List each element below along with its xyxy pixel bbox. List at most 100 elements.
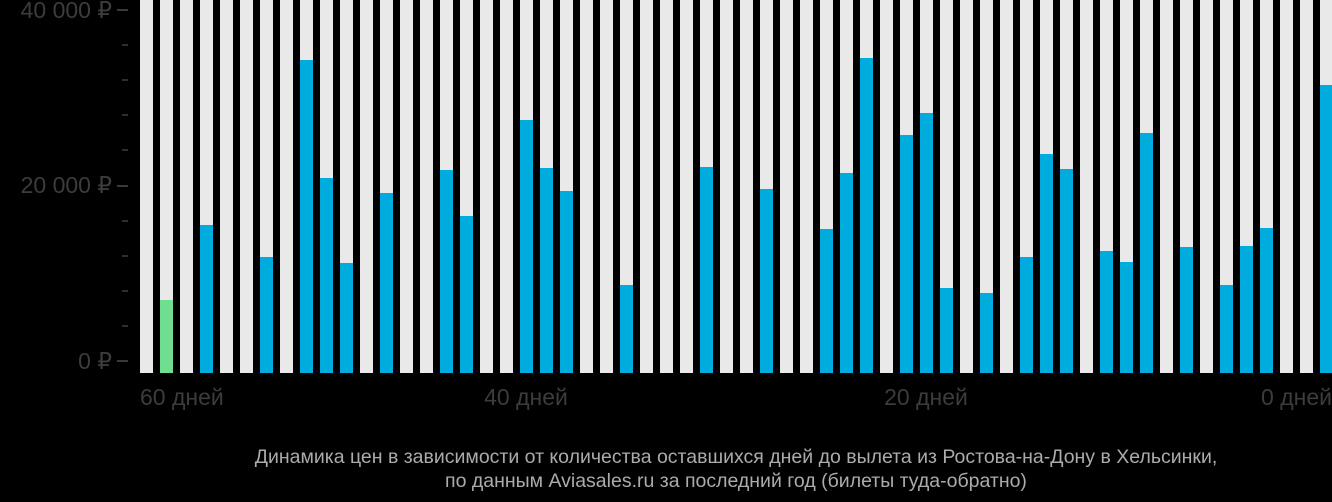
bar-slot [1120, 0, 1133, 373]
bar-slot [840, 0, 853, 373]
price-bar[interactable] [760, 189, 773, 373]
x-tick-label-0: 0 дней [1261, 384, 1332, 410]
price-bar[interactable] [560, 190, 573, 373]
price-bar[interactable] [940, 288, 953, 373]
bar-slot [980, 0, 993, 373]
bar-slot [680, 0, 693, 373]
bar-slot [560, 0, 573, 373]
bar-slot [1080, 0, 1093, 373]
price-bar-min[interactable] [160, 300, 173, 373]
price-bar[interactable] [520, 120, 533, 373]
bar-slot [800, 0, 813, 373]
price-bar[interactable] [340, 263, 353, 373]
price-bar[interactable] [320, 178, 333, 373]
price-bar[interactable] [200, 225, 213, 373]
bar-slot [900, 0, 913, 373]
y-minor-tick [122, 289, 128, 292]
bar-slot [1140, 0, 1153, 373]
bar-slot [920, 0, 933, 373]
price-bar[interactable] [920, 113, 933, 373]
y-minor-tick [122, 219, 128, 222]
bar-slot [420, 0, 433, 373]
price-bar[interactable] [1060, 168, 1073, 373]
price-bar[interactable] [980, 292, 993, 373]
bar-slot [580, 0, 593, 373]
y-major-tick [117, 9, 128, 11]
bar-slot [180, 0, 193, 373]
y-major-tick [117, 184, 128, 187]
bar-slot [340, 0, 353, 373]
bar-slot [200, 0, 213, 373]
bar-slot [1220, 0, 1233, 373]
price-bar[interactable] [1120, 261, 1133, 373]
bar-slot [480, 0, 493, 373]
price-bar[interactable] [380, 192, 393, 373]
bar-slot [1260, 0, 1273, 373]
price-bar[interactable] [1260, 228, 1273, 373]
bar-slot [760, 0, 773, 373]
price-bar[interactable] [820, 228, 833, 373]
bar-slot [160, 0, 173, 373]
price-bar[interactable] [1020, 257, 1033, 373]
bar-slot [1300, 0, 1313, 373]
y-tick-label-0: 0 ₽ [78, 348, 112, 374]
bar-slot [1040, 0, 1053, 373]
bar-slot [320, 0, 333, 373]
price-bar[interactable] [1180, 246, 1193, 373]
bar-slot [740, 0, 753, 373]
bar-slot [1240, 0, 1253, 373]
chart-title-line1: Динамика цен в зависимости от количества… [254, 446, 1218, 468]
bar-slot [460, 0, 473, 373]
plot-area [140, 0, 1332, 373]
bar-slot [1000, 0, 1013, 373]
price-bar[interactable] [1220, 285, 1233, 373]
bar-slot [660, 0, 673, 373]
bar-slot [1160, 0, 1173, 373]
chart-title: Динамика цен в зависимости от количества… [140, 446, 1332, 493]
x-tick-label-60: 60 дней [140, 384, 224, 410]
price-bar[interactable] [1140, 132, 1153, 373]
y-minor-tick [122, 149, 128, 152]
bar-slot [620, 0, 633, 373]
price-bar[interactable] [440, 170, 453, 373]
y-minor-tick [122, 79, 128, 82]
y-major-tick [117, 360, 128, 362]
bar-slot [500, 0, 513, 373]
bar-slot [720, 0, 733, 373]
bar-slot [220, 0, 233, 373]
bar-slot [540, 0, 553, 373]
price-bar[interactable] [840, 173, 853, 373]
price-bar[interactable] [1040, 153, 1053, 373]
chart-title-line2: по данным Aviasales.ru за последний год … [445, 469, 1027, 492]
y-minor-tick [122, 324, 128, 327]
bar-slot [600, 0, 613, 373]
x-tick-label-40: 40 дней [484, 384, 568, 410]
price-bar[interactable] [300, 60, 313, 373]
price-bar[interactable] [1320, 85, 1332, 373]
bar-slot [1180, 0, 1193, 373]
bar-slot [700, 0, 713, 373]
bar-slot [280, 0, 293, 373]
price-bar[interactable] [900, 135, 913, 373]
y-tick-label-40000: 40 000 ₽ [20, 0, 112, 23]
price-bar[interactable] [540, 167, 553, 373]
bar-slot [400, 0, 413, 373]
price-bar[interactable] [260, 257, 273, 373]
price-bar[interactable] [620, 285, 633, 373]
bar-slot [360, 0, 373, 373]
price-bar[interactable] [1240, 246, 1253, 373]
bar-slot [960, 0, 973, 373]
bar-slot [1100, 0, 1113, 373]
bar-slot [520, 0, 533, 373]
price-bar[interactable] [860, 57, 873, 373]
y-minor-tick [122, 44, 128, 47]
y-minor-tick [122, 114, 128, 117]
price-bar[interactable] [1100, 250, 1113, 373]
price-bar[interactable] [700, 167, 713, 373]
x-tick-label-20: 20 дней [884, 384, 968, 410]
bar-slot [820, 0, 833, 373]
price-bar[interactable] [460, 215, 473, 373]
bar-slot [880, 0, 893, 373]
bar-slot [440, 0, 453, 373]
bar-slot [300, 0, 313, 373]
